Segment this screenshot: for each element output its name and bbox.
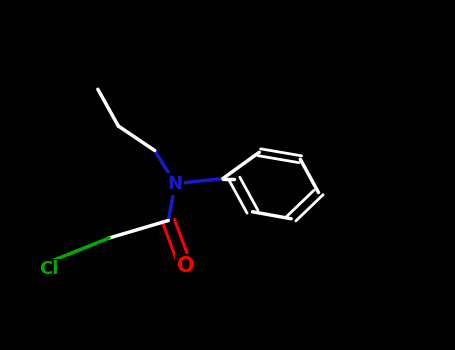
Text: Cl: Cl: [39, 260, 58, 279]
Text: N: N: [168, 175, 182, 193]
Text: O: O: [177, 256, 194, 276]
